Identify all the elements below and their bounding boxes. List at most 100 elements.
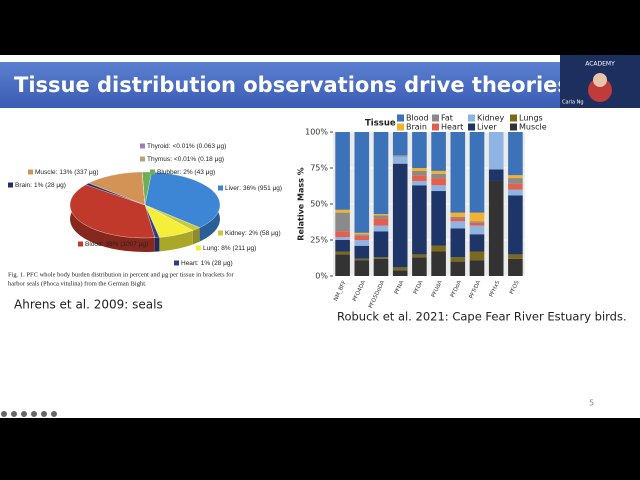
control[interactable]	[41, 411, 47, 417]
x-tick-label: PFDA	[413, 280, 425, 296]
slice-label: Thymus: <0.01% (0.18 μg)	[147, 156, 224, 163]
bar-segment	[450, 221, 466, 229]
slice-value-label: <0.01% (0.063 μg)	[172, 143, 226, 150]
slice-category: Liver:	[225, 185, 241, 192]
slice-label: Blood: 38% (1007 μg)	[85, 241, 148, 248]
bar-segment	[354, 232, 370, 235]
bar-segment	[469, 132, 485, 213]
bar-segment	[335, 212, 350, 232]
slice-value-label: 2% (58 μg)	[249, 230, 281, 237]
legend-label: Muscle	[519, 123, 547, 132]
bar-segment	[412, 180, 427, 186]
bar-segment	[488, 180, 504, 276]
slice-value-label: 2% (43 μg)	[183, 169, 215, 176]
slice-value-label: 13% (337 μg)	[59, 169, 98, 176]
bar-segment	[469, 260, 485, 276]
bar-segment	[335, 231, 350, 238]
control[interactable]	[21, 411, 27, 417]
legend-label: Brain	[406, 123, 427, 132]
bar-segment	[354, 258, 370, 261]
y-tick-label: 0%	[315, 272, 328, 281]
legend-label: Blood	[406, 114, 429, 123]
slice-value-label: 1% (28 μg)	[201, 260, 233, 267]
legend-label: Lungs	[519, 114, 543, 123]
bar-segment	[508, 258, 523, 276]
slice-category: Thymus:	[147, 156, 172, 163]
bar-segment	[335, 132, 350, 210]
bar-segment	[508, 178, 523, 184]
legend-label: Kidney	[477, 114, 505, 123]
slice-side	[70, 184, 155, 252]
slice-label: Lung: 8% (211 μg)	[203, 245, 256, 252]
bar-segment	[373, 257, 389, 259]
control[interactable]	[51, 411, 57, 417]
slice-value-label: 1% (28 μg)	[34, 182, 66, 189]
slice-label: Kidney: 2% (58 μg)	[225, 230, 281, 237]
bar-segment	[412, 170, 427, 176]
bar-segment	[431, 173, 446, 179]
pie-slice	[144, 204, 200, 231]
bar-segment	[373, 215, 389, 219]
bar-segment	[354, 132, 370, 233]
legend-swatch	[397, 123, 404, 131]
pie-slice	[69, 184, 155, 239]
slice-category: Blubber:	[157, 169, 181, 176]
webcam-logo: ACADEMY	[585, 61, 615, 68]
bar-segment	[335, 254, 350, 276]
slice-label: Heart: 1% (28 μg)	[181, 260, 233, 267]
bar-segment	[354, 260, 370, 276]
control[interactable]	[1, 411, 7, 417]
bar-segment	[392, 163, 408, 268]
bar-segment	[392, 132, 408, 156]
bar-segment	[373, 218, 389, 226]
bar-segment	[431, 178, 446, 186]
bar-segment	[412, 257, 427, 276]
legend-swatch	[432, 114, 439, 122]
slice-label: Blubber: 2% (43 μg)	[157, 169, 215, 176]
y-tick-label: 100%	[305, 128, 328, 137]
bar-segment	[508, 183, 523, 190]
y-axis-label: Relative Mass %	[297, 167, 306, 240]
legend-swatch	[397, 114, 404, 122]
legend-swatch	[196, 245, 201, 251]
bar-segment	[392, 155, 408, 157]
legend-swatch	[174, 260, 179, 266]
legend-title: Tissue	[365, 119, 396, 129]
legend-swatch	[510, 114, 517, 122]
slice-side	[159, 230, 193, 252]
bar-segment	[335, 237, 350, 240]
slide-title: Tissue distribution observations drive t…	[14, 73, 578, 97]
pie-slice	[144, 204, 194, 238]
y-tick-label: 75%	[310, 164, 328, 173]
slice-category: Blood:	[85, 241, 104, 248]
page-number: 5	[589, 399, 594, 408]
source-caption: Robuck et al. 2021: Cape Fear River Estu…	[337, 310, 627, 324]
slice-category: Kidney:	[225, 230, 247, 237]
bar-segment	[431, 170, 446, 174]
legend-swatch	[140, 143, 145, 149]
pie-slice	[144, 171, 221, 228]
bar-segment	[508, 132, 523, 176]
legend-swatch	[468, 114, 475, 122]
bar-segment	[508, 189, 523, 196]
bar-segment	[431, 251, 446, 276]
source-caption: Ahrens et al. 2009: seals	[14, 298, 163, 312]
slice-value-label: <0.01% (0.18 μg)	[174, 156, 224, 163]
slice-side	[192, 227, 200, 245]
bar-segment	[469, 234, 485, 252]
bar-segment	[450, 132, 466, 213]
control[interactable]	[11, 411, 17, 417]
bar-segment	[508, 254, 523, 259]
bar-segment	[450, 261, 466, 276]
bar-segment	[508, 175, 523, 179]
control[interactable]	[31, 411, 37, 417]
slice-category: Heart:	[181, 260, 199, 267]
slice-category: Lung:	[203, 245, 219, 252]
bar-segment	[354, 245, 370, 259]
legend-swatch	[140, 156, 145, 162]
bar-segment	[412, 185, 427, 255]
bar-segment	[373, 231, 389, 258]
figure-caption: harbor seals (Phoca vitulina) from the G…	[8, 280, 147, 287]
pie-slice	[85, 182, 146, 206]
